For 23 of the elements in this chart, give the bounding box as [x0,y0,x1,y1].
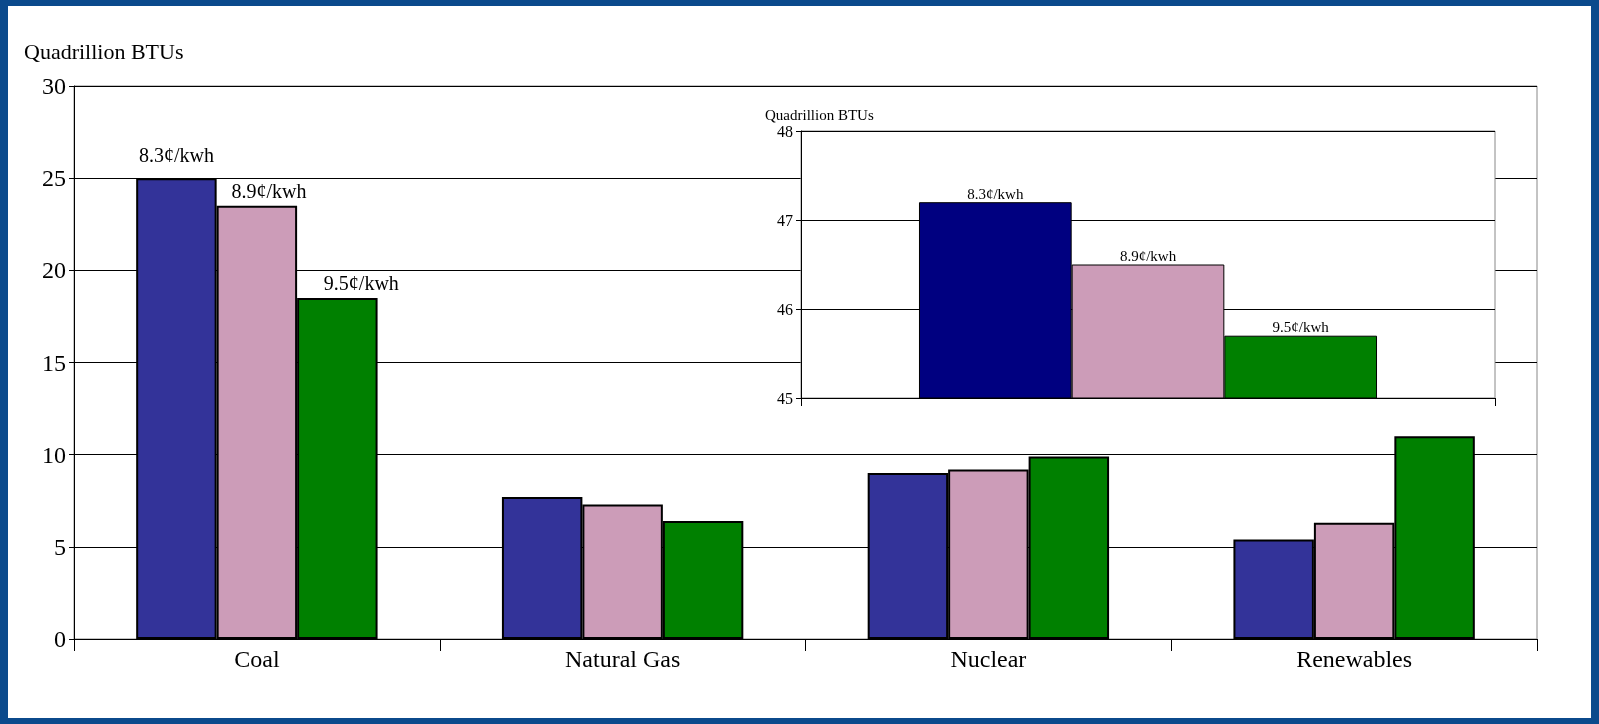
y-tick-label: 20 [42,257,66,284]
series-label: 8.9¢/kwh [1119,248,1177,264]
x-tick-label: Nuclear [950,646,1027,672]
y-tick-label: 0 [54,626,66,652]
y-tick-label: 46 [777,300,793,318]
y-tick-label: 48 [777,122,793,140]
series-label: 8.9¢/kwh [231,179,307,202]
y-axis-title: Quadrillion BTUs [765,106,874,123]
y-tick-label: 30 [42,73,66,99]
y-tick-label: 47 [777,211,793,229]
y-tick-label: 10 [42,441,66,468]
y-tick-label: 15 [42,349,66,376]
x-tick-label: Natural Gas [564,646,681,672]
y-tick-label: 5 [54,533,66,560]
y-axis-title: Quadrillion BTUs [24,38,184,64]
y-tick-label: 45 [777,389,793,407]
series-label: 9.5¢/kwh [1272,319,1330,336]
series-label: 8.3¢/kwh [967,185,1024,202]
series-label: 8.3¢/kwh [138,144,214,167]
series-label: 9.5¢/kwh [323,271,399,294]
x-tick-label: Renewables [1296,646,1413,672]
y-tick-label: 25 [42,165,66,192]
x-tick-label: Coal [234,646,280,672]
